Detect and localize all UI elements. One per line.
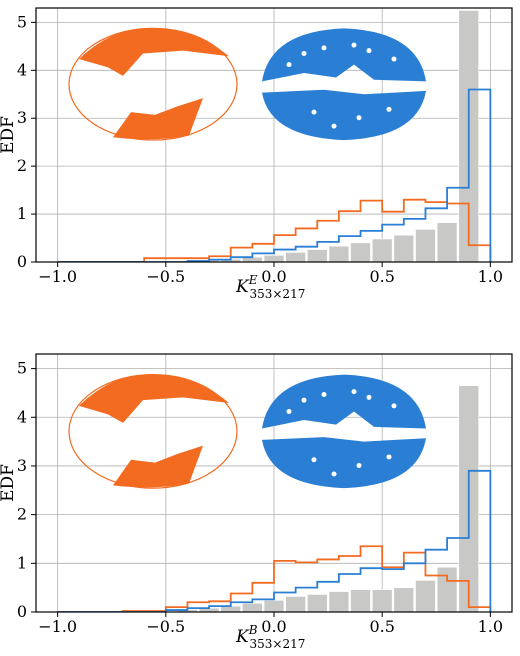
blue-map-speckle [321,45,327,51]
blue-map-speckle [366,394,372,400]
x-axis-label-superscript: B [248,623,258,637]
blue-map-speckle [391,56,397,62]
orange-sky-patch-south [113,445,203,488]
orange-sky-patch-north [79,28,229,76]
x-tick-label: 0.0 [261,267,286,286]
blue-sky-map-north [262,374,426,429]
blue-map-speckle [301,397,307,403]
gray-histogram-bar [415,580,436,612]
y-tick-label: 0 [17,252,27,271]
y-tick-label: 5 [17,359,27,378]
gray-histogram-bar [242,602,263,612]
blue-map-speckle [386,454,392,460]
blue-sky-map-north [262,28,426,82]
gray-histogram-bar [436,566,458,612]
y-tick-label: 3 [17,108,27,127]
blue-map-speckle [356,115,362,121]
blue-map-speckle [286,62,292,68]
gray-histogram-bar [263,254,285,262]
bottom-panel: −1.0 −0.5 0.0 0.5 1.0 0 1 2 3 4 5 EDF KB 353×217 [0,353,513,651]
x-tick-label: −1.0 [38,617,77,636]
gray-histogram-bar [350,242,371,262]
gray-histogram-bar [307,249,328,262]
x-tick-label: −1.0 [38,267,77,286]
gray-histogram-bar [393,234,415,262]
plot-area [57,10,492,262]
blue-map-speckle [311,109,317,115]
x-axis-label-base: K [235,627,250,647]
y-tick-label: 5 [17,12,27,31]
blue-step-histogram [57,88,492,262]
gray-histogram-bar [307,594,328,612]
gray-histogram-bar [436,222,458,262]
blue-map-speckle [286,409,292,415]
gray-histogram-bar [371,589,393,612]
blue-map-speckle [351,389,357,395]
orange-sky-patch-south [113,98,203,140]
x-axis-label-subscript: 353×217 [250,637,306,651]
x-axis-label-superscript: E [248,273,258,287]
y-tick-label: 4 [17,407,27,426]
y-tick-label: 1 [17,204,27,223]
blue-sky-map-south [262,437,426,489]
gray-histogram-bar [328,591,350,612]
x-tick-label: 0.5 [369,267,394,286]
orange-sky-map-outline [68,374,238,489]
gray-histogram-bar [328,245,350,262]
y-tick-label: 2 [17,505,27,524]
blue-map-speckle [386,106,392,112]
blue-map-speckle [331,123,337,129]
plot-area [57,385,492,612]
y-tick-label: 0 [17,602,27,621]
blue-sky-map-south [262,89,426,141]
x-tick-label: 0.0 [261,617,286,636]
x-axis-label-base: K [235,277,250,297]
x-axis-label: KE 353×217 [235,273,305,301]
orange-step-histogram [57,198,492,262]
blue-map-speckle [301,50,307,56]
y-tick-label: 4 [17,60,27,79]
x-tick-label: 0.5 [369,617,394,636]
x-tick-label: −0.5 [146,267,185,286]
gray-histogram-bar [371,238,393,262]
y-axis-label: EDF [0,464,18,502]
blue-map-speckle [321,392,327,398]
blue-map-speckle [366,48,372,54]
x-tick-label: 1.0 [478,267,503,286]
blue-map-speckle [356,462,362,468]
blue-map-speckle [331,471,337,477]
y-tick-label: 3 [17,456,27,475]
gray-histogram-bar [350,589,371,612]
x-tick-label: −0.5 [146,617,185,636]
blue-map-speckle [311,457,317,463]
top-panel: −1.0 −0.5 0.0 0.5 1.0 0 1 2 3 4 5 EDF KE 353×217 [0,7,513,301]
gray-histogram-bar [263,600,285,612]
blue-map-speckle [351,42,357,48]
gray-histogram-bar [415,229,436,262]
y-tick-label: 2 [17,156,27,175]
gray-histogram-bar [285,596,306,612]
y-tick-label: 1 [17,553,27,572]
blue-map-speckle [391,403,397,409]
blue-step-histogram [57,469,492,612]
x-axis-label: KB 353×217 [235,623,305,651]
x-tick-label: 1.0 [478,617,503,636]
x-axis-label-subscript: 353×217 [249,287,305,301]
gray-histogram-bar [393,587,415,612]
orange-sky-patch-north [79,374,229,423]
y-axis-label: EDF [0,116,18,154]
gray-histogram-bar [285,252,306,262]
